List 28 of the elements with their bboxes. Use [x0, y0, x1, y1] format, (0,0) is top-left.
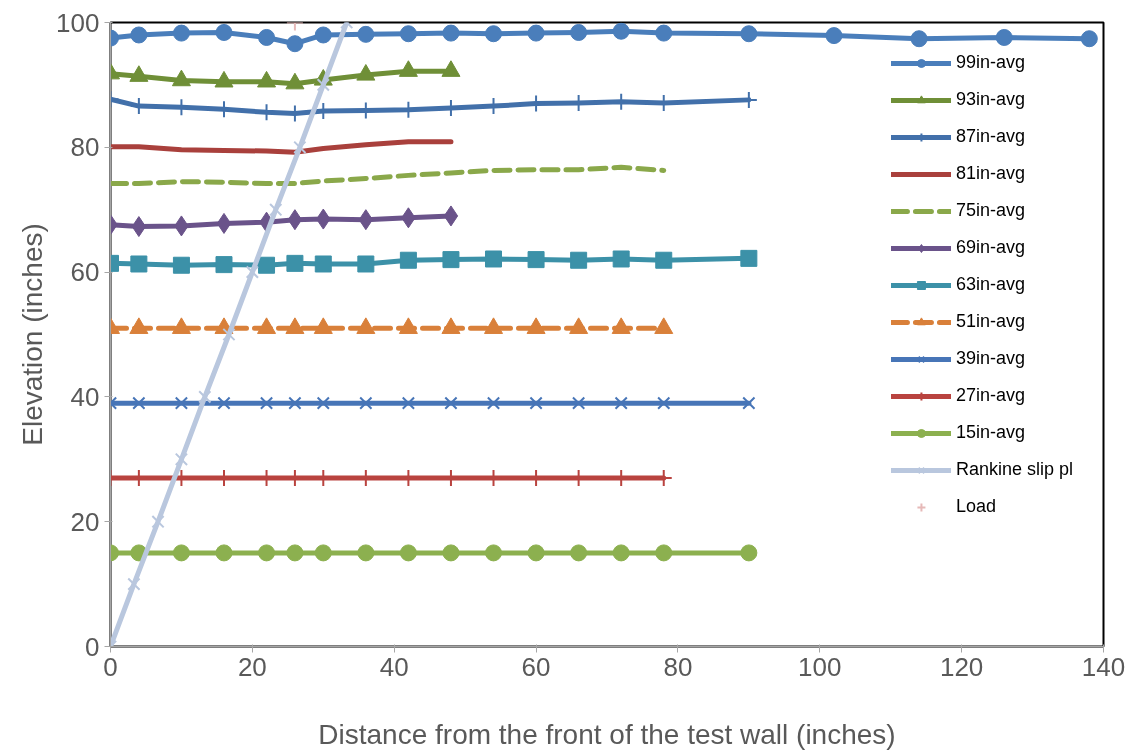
legend-label: 39in-avg	[955, 348, 1025, 369]
legend-label: 27in-avg	[955, 385, 1025, 406]
y-axis-title: Elevation (inches)	[17, 223, 49, 446]
y-tick-label: 60	[70, 257, 100, 288]
y-tick-label: 0	[85, 631, 100, 662]
legend-label: 51in-avg	[955, 311, 1025, 332]
legend-label: 87in-avg	[955, 126, 1025, 147]
legend-label: Rankine slip pl	[955, 459, 1073, 480]
y-tick-label: 80	[70, 132, 100, 163]
legend-label: Load	[955, 496, 996, 517]
x-axis-title: Distance from the front of the test wall (inches)	[318, 718, 896, 750]
x-tick-label: 80	[663, 651, 693, 682]
legend-label: 93in-avg	[955, 89, 1025, 110]
x-tick-label: 120	[939, 651, 984, 682]
legend-label: 99in-avg	[955, 52, 1025, 73]
legend-label: 63in-avg	[955, 274, 1025, 295]
legend-label: 69in-avg	[955, 237, 1025, 258]
y-tick-label: 20	[70, 506, 100, 537]
x-tick-label: 100	[798, 651, 842, 682]
y-tick-label: 40	[70, 381, 100, 412]
y-tick-label: 100	[56, 7, 100, 38]
x-tick-label: 20	[237, 651, 267, 682]
legend-label: 75in-avg	[955, 200, 1025, 221]
x-tick-label: 40	[379, 651, 409, 682]
legend-label: 81in-avg	[955, 163, 1025, 184]
legend-label: 15in-avg	[955, 422, 1025, 443]
x-tick-label: 140	[1081, 651, 1126, 682]
x-tick-label: 60	[521, 651, 551, 682]
